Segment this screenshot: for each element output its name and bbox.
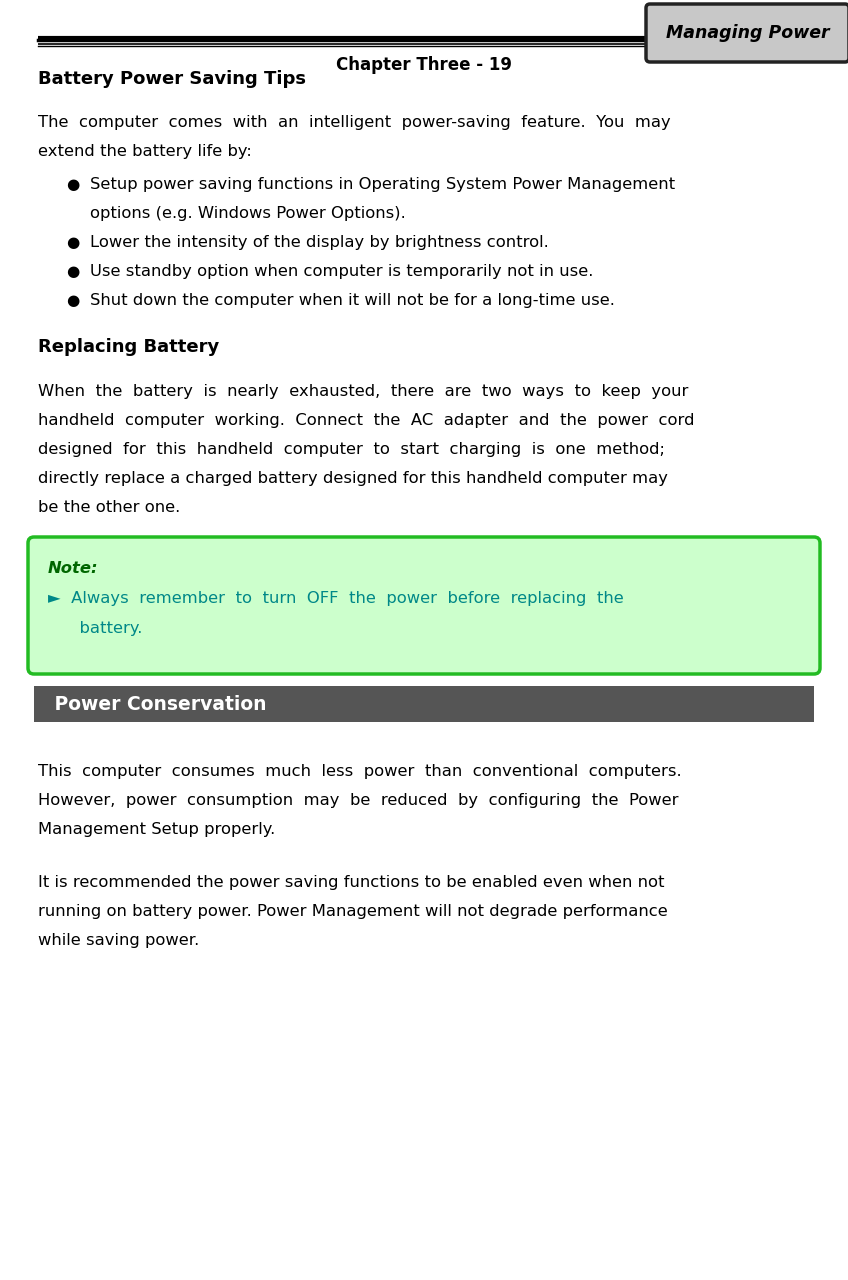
Text: Lower the intensity of the display by brightness control.: Lower the intensity of the display by br… xyxy=(90,236,549,250)
Text: handheld  computer  working.  Connect  the  AC  adapter  and  the  power  cord: handheld computer working. Connect the A… xyxy=(38,413,695,428)
Text: running on battery power. Power Management will not degrade performance: running on battery power. Power Manageme… xyxy=(38,904,667,919)
Text: battery.: battery. xyxy=(48,621,142,636)
Text: Note:: Note: xyxy=(48,561,98,576)
Text: The  computer  comes  with  an  intelligent  power-saving  feature.  You  may: The computer comes with an intelligent p… xyxy=(38,115,671,131)
FancyBboxPatch shape xyxy=(28,538,820,675)
Text: ►  Always  remember  to  turn  OFF  the  power  before  replacing  the: ► Always remember to turn OFF the power … xyxy=(48,591,624,605)
Text: Chapter Three - 19: Chapter Three - 19 xyxy=(336,56,512,74)
Text: ●: ● xyxy=(66,293,79,308)
Text: However,  power  consumption  may  be  reduced  by  configuring  the  Power: However, power consumption may be reduce… xyxy=(38,794,678,808)
Text: It is recommended the power saving functions to be enabled even when not: It is recommended the power saving funct… xyxy=(38,876,665,890)
Text: directly replace a charged battery designed for this handheld computer may: directly replace a charged battery desig… xyxy=(38,471,668,486)
Text: Replacing Battery: Replacing Battery xyxy=(38,338,220,356)
Text: while saving power.: while saving power. xyxy=(38,933,199,948)
Text: Managing Power: Managing Power xyxy=(666,24,829,42)
Text: Power Conservation: Power Conservation xyxy=(48,695,266,713)
Text: options (e.g. Windows Power Options).: options (e.g. Windows Power Options). xyxy=(90,206,405,221)
Text: ●: ● xyxy=(66,177,79,192)
Text: Battery Power Saving Tips: Battery Power Saving Tips xyxy=(38,70,306,88)
Text: This  computer  consumes  much  less  power  than  conventional  computers.: This computer consumes much less power t… xyxy=(38,764,682,780)
Text: ●: ● xyxy=(66,264,79,279)
Text: designed  for  this  handheld  computer  to  start  charging  is  one  method;: designed for this handheld computer to s… xyxy=(38,442,665,457)
FancyBboxPatch shape xyxy=(646,4,848,61)
Text: Shut down the computer when it will not be for a long-time use.: Shut down the computer when it will not … xyxy=(90,293,615,308)
Text: Use standby option when computer is temporarily not in use.: Use standby option when computer is temp… xyxy=(90,264,594,279)
Text: extend the battery life by:: extend the battery life by: xyxy=(38,143,252,159)
Text: Management Setup properly.: Management Setup properly. xyxy=(38,822,276,837)
Text: ●: ● xyxy=(66,236,79,250)
Text: be the other one.: be the other one. xyxy=(38,500,181,515)
Text: Setup power saving functions in Operating System Power Management: Setup power saving functions in Operatin… xyxy=(90,177,675,192)
Bar xyxy=(34,686,814,722)
Text: When  the  battery  is  nearly  exhausted,  there  are  two  ways  to  keep  you: When the battery is nearly exhausted, th… xyxy=(38,384,689,399)
